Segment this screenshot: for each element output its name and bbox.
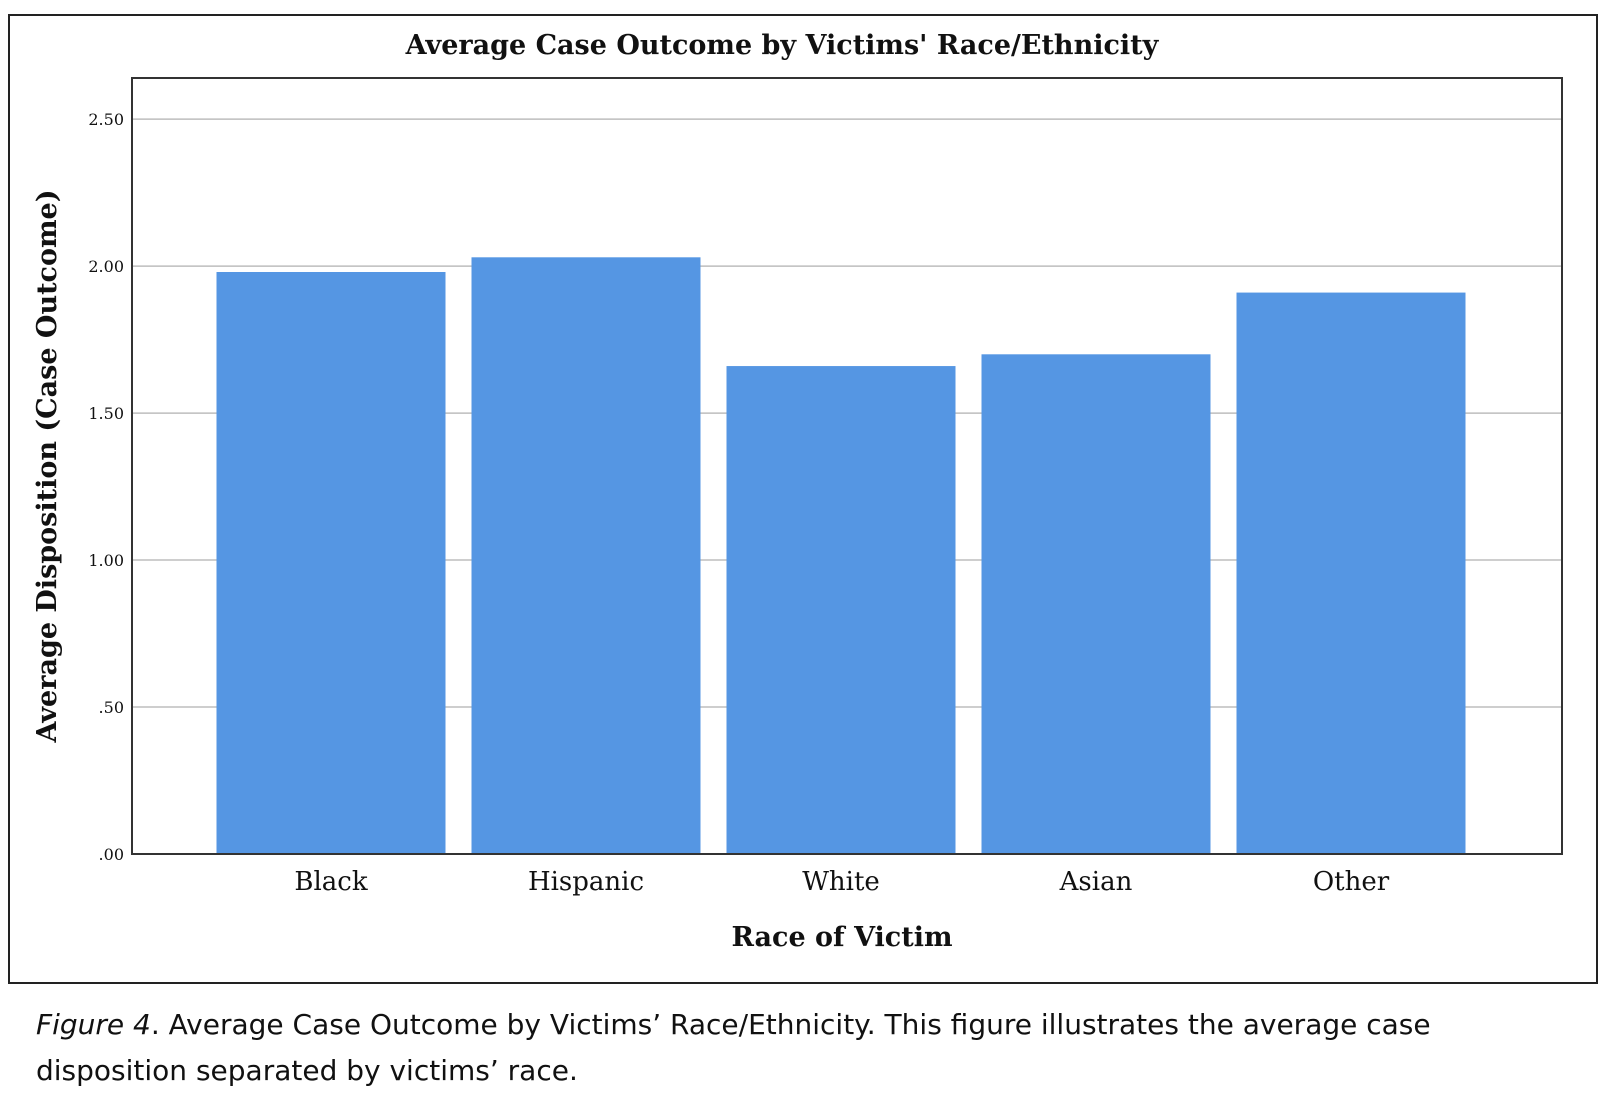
- bar-hispanic: [471, 257, 701, 854]
- caption-label: Figure 4: [36, 1008, 151, 1041]
- y-tick-label: 2.00: [88, 257, 124, 276]
- y-tick-label: 2.50: [88, 110, 124, 129]
- y-tick-label: 1.00: [88, 551, 124, 570]
- bars: [216, 257, 1466, 854]
- x-tick-label: Other: [1313, 867, 1390, 897]
- chart-title: Average Case Outcome by Victims' Race/Et…: [405, 30, 1160, 61]
- y-tick-label: .50: [99, 698, 124, 717]
- figure-caption: Figure 4. Average Case Outcome by Victim…: [36, 1002, 1576, 1094]
- bar-white: [726, 366, 956, 854]
- plot-area-border: [131, 77, 1563, 855]
- bar-other: [1236, 292, 1466, 854]
- bar-asian: [981, 354, 1211, 854]
- bar-chart: Average Case Outcome by Victims' Race/Et…: [32, 30, 1563, 953]
- x-tick-label: White: [802, 867, 880, 897]
- y-tick-label: .00: [99, 845, 124, 864]
- x-axis-label: Race of Victim: [731, 922, 952, 953]
- x-tick-label: Hispanic: [528, 867, 644, 897]
- x-axis-ticks: Black Hispanic White Asian Other: [294, 867, 1389, 897]
- x-tick-label: Asian: [1059, 867, 1133, 897]
- x-tick-label: Black: [294, 867, 367, 897]
- y-axis-label: Average Disposition (Case Outcome): [32, 189, 63, 743]
- caption-text: . Average Case Outcome by Victims’ Race/…: [36, 1008, 1431, 1087]
- bar-black: [216, 272, 446, 854]
- y-tick-label: 1.50: [88, 404, 124, 423]
- y-axis-ticks: .00 .50 1.00 1.50 2.00 2.50: [88, 110, 124, 864]
- figure-frame: Average Case Outcome by Victims' Race/Et…: [8, 14, 1598, 984]
